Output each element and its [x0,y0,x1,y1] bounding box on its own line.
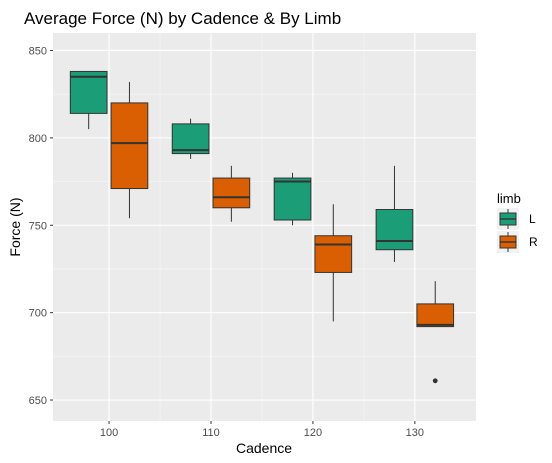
x-axis-title: Cadence [236,440,292,456]
legend-title: limb [497,191,521,206]
x-tick-label: 110 [202,427,220,439]
box-body [273,177,312,221]
legend-label-L: L [529,212,536,226]
box-R-102 [110,81,149,219]
box-body [110,102,149,190]
box-body [171,123,210,155]
chart-title: Average Force (N) by Cadence & By Limb [24,9,341,28]
box-body [416,303,455,328]
x-axis: 100 110 120 130 [100,421,424,439]
y-tick-label: 650 [29,395,47,407]
y-tick-label: 800 [29,133,47,145]
box-body [212,177,251,209]
x-tick-label: 120 [304,427,322,439]
x-tick-label: 100 [100,427,118,439]
legend-key-R [497,231,519,253]
box-R-132 [416,281,455,384]
box-L-98 [69,70,108,130]
outlier-point [432,378,438,384]
y-axis-title: Force (N) [7,197,23,256]
legend-key-L [497,208,519,230]
box-body [314,235,353,273]
y-tick-label: 700 [29,308,47,320]
box-R-122 [314,204,353,322]
legend: limb LR [497,191,538,253]
y-tick-label: 850 [29,45,47,57]
y-axis: 650 700 750 800 850 [29,45,53,407]
box-R-112 [212,165,251,222]
box-L-108 [171,118,210,159]
y-tick-label: 750 [29,220,47,232]
box-body [69,70,108,114]
legend-label-R: R [529,235,538,249]
boxes-layer [69,70,455,384]
x-tick-label: 130 [406,427,424,439]
box-body [375,209,414,251]
box-L-128 [375,165,414,262]
box-L-118 [273,172,312,226]
